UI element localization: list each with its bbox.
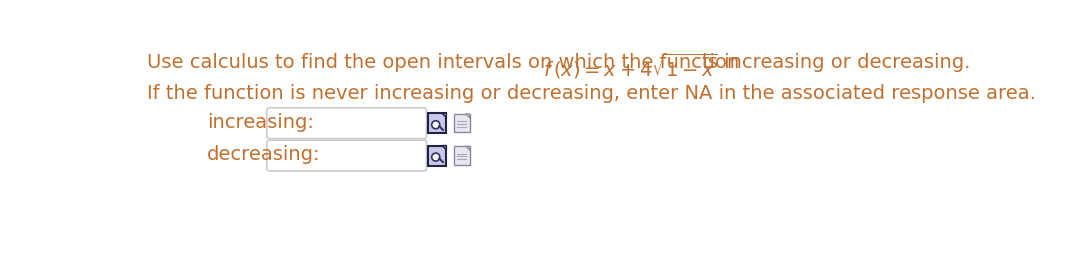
Text: decreasing:: decreasing: (207, 145, 320, 164)
Text: Use calculus to find the open intervals on which the function: Use calculus to find the open intervals … (147, 53, 745, 72)
FancyBboxPatch shape (454, 146, 470, 165)
Text: $f\,(x) = x + 4\sqrt{1-x}$: $f\,(x) = x + 4\sqrt{1-x}$ (544, 52, 719, 81)
FancyBboxPatch shape (428, 145, 446, 166)
Text: If the function is never increasing or decreasing, enter NA in the associated re: If the function is never increasing or d… (147, 84, 1036, 103)
Text: increasing:: increasing: (207, 113, 314, 132)
Polygon shape (466, 146, 470, 150)
Text: is increasing or decreasing.: is increasing or decreasing. (696, 53, 971, 72)
FancyBboxPatch shape (454, 114, 470, 132)
FancyBboxPatch shape (428, 113, 446, 133)
Circle shape (431, 121, 440, 129)
Polygon shape (466, 114, 470, 118)
FancyBboxPatch shape (267, 108, 426, 139)
Polygon shape (442, 145, 446, 150)
Polygon shape (442, 113, 446, 118)
FancyBboxPatch shape (267, 140, 426, 171)
Circle shape (431, 153, 440, 161)
